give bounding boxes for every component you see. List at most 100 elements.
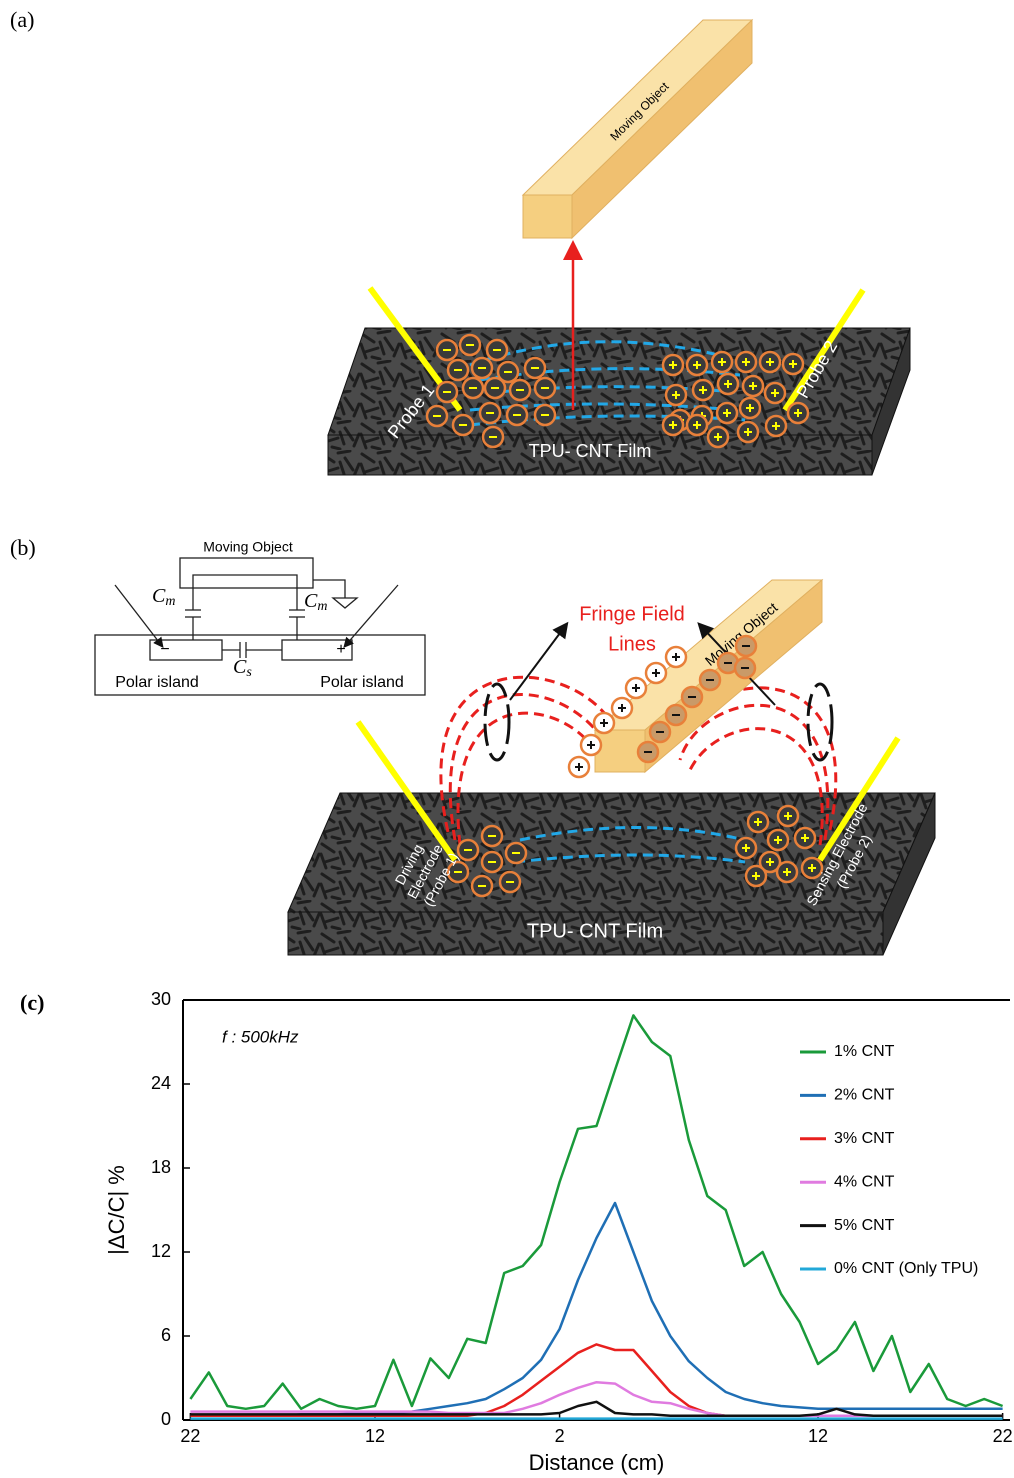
- charge: [535, 405, 555, 425]
- charge: [463, 378, 483, 398]
- charge: [663, 355, 683, 375]
- charge: [487, 340, 507, 360]
- charge: [448, 360, 468, 380]
- annotation: f : 500kHz: [222, 1027, 299, 1046]
- charge: [736, 838, 756, 858]
- y-tick-label: 12: [151, 1241, 171, 1261]
- arrow: [510, 625, 566, 700]
- subscript: s: [246, 665, 252, 680]
- charge: [735, 658, 755, 678]
- charge: [569, 757, 589, 777]
- charge: [778, 806, 798, 826]
- charge: [453, 415, 473, 435]
- charge: [718, 374, 738, 394]
- charge: [427, 406, 447, 426]
- charge: [460, 335, 480, 355]
- charge: [740, 398, 760, 418]
- charge: [483, 427, 503, 447]
- charge: [612, 698, 632, 718]
- series-line: [190, 1203, 1002, 1416]
- charge: [766, 416, 786, 436]
- charge: [507, 405, 527, 425]
- charge: [594, 713, 614, 733]
- charge: [746, 866, 766, 886]
- film-label: TPU- CNT Film: [529, 441, 652, 461]
- panel-b: (b) Moving Object Cm Cm Cs − + Polar isl…: [10, 535, 935, 955]
- y-tick-label: 0: [161, 1409, 171, 1429]
- charge: [480, 403, 500, 423]
- charge: [777, 862, 797, 882]
- charge: [682, 687, 702, 707]
- symbol: C: [304, 590, 318, 612]
- legend-label: 1% CNT: [834, 1043, 895, 1060]
- charge: [768, 830, 788, 850]
- charge: [743, 376, 763, 396]
- charge: [717, 403, 737, 423]
- circuit-label: Moving Object: [203, 539, 293, 555]
- y-tick-label: 30: [151, 989, 171, 1009]
- sign: −: [160, 641, 169, 658]
- island-label: Polar island: [320, 674, 404, 691]
- charge: [535, 378, 555, 398]
- charge: [482, 826, 502, 846]
- charge: [506, 843, 526, 863]
- charge: [510, 380, 530, 400]
- y-tick-label: 18: [151, 1157, 171, 1177]
- subscript: m: [317, 599, 327, 614]
- symbol: C: [233, 656, 247, 678]
- charge: [748, 812, 768, 832]
- x-axis-label: Distance (cm): [529, 1450, 665, 1475]
- panel-a: (a) Moving Object Probe 1 Probe 2 TPU- C…: [10, 7, 910, 475]
- capacitor-label: Cm: [152, 585, 175, 610]
- charge: [666, 385, 686, 405]
- sign: +: [336, 641, 345, 658]
- series-line: [190, 1382, 1002, 1416]
- charge: [663, 415, 683, 435]
- subscript: m: [165, 594, 175, 609]
- charge: [788, 403, 808, 423]
- film-label: TPU- CNT Film: [527, 920, 663, 942]
- capacitor-label: Cm: [304, 590, 327, 615]
- charge: [736, 636, 756, 656]
- panel-label: (a): [10, 7, 34, 32]
- island-label: Polar island: [115, 674, 199, 691]
- charge: [666, 705, 686, 725]
- charge: [760, 352, 780, 372]
- charge: [482, 852, 502, 872]
- charge: [708, 427, 728, 447]
- charge: [693, 380, 713, 400]
- series-line: [190, 1015, 1002, 1408]
- charge: [485, 378, 505, 398]
- x-tick-label: 22: [180, 1426, 200, 1446]
- charge: [687, 355, 707, 375]
- annotation: Lines: [608, 633, 656, 655]
- charge: [650, 722, 670, 742]
- x-tick-label: 2: [555, 1426, 565, 1446]
- charge: [458, 840, 478, 860]
- legend-label: 0% CNT (Only TPU): [834, 1260, 978, 1277]
- charge: [638, 742, 658, 762]
- legend-label: 2% CNT: [834, 1087, 895, 1104]
- charge: [687, 415, 707, 435]
- legend-label: 4% CNT: [834, 1173, 895, 1190]
- charge: [581, 735, 601, 755]
- panel-label: (c): [20, 990, 44, 1015]
- annotation: Fringe Field: [579, 603, 685, 625]
- charge: [736, 352, 756, 372]
- y-tick-label: 6: [161, 1325, 171, 1345]
- symbol: C: [152, 585, 166, 607]
- charge: [646, 663, 666, 683]
- legend-label: 5% CNT: [834, 1217, 895, 1234]
- y-axis-label: |ΔC/C| %: [104, 1165, 129, 1255]
- charge: [500, 872, 520, 892]
- charge: [472, 358, 492, 378]
- charge: [712, 352, 732, 372]
- charge: [472, 876, 492, 896]
- capacitor-label: Cs: [233, 656, 252, 681]
- y-tick-label: 24: [151, 1073, 171, 1093]
- x-tick-label: 12: [808, 1426, 828, 1446]
- charge: [700, 670, 720, 690]
- charge: [738, 422, 758, 442]
- charge: [795, 828, 815, 848]
